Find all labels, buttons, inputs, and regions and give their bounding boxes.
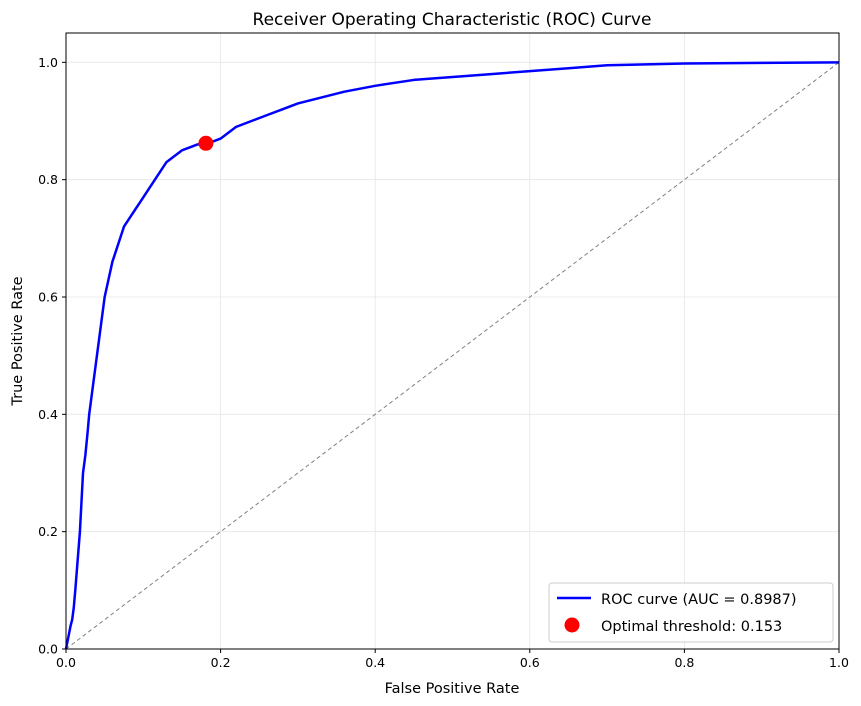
legend-optimal-swatch [564,617,580,633]
y-tick-label: 0.4 [38,407,58,422]
chart-title: Receiver Operating Characteristic (ROC) … [253,10,652,30]
x-tick-label: 0.6 [520,655,540,670]
y-tick-label: 0.0 [38,642,58,657]
y-tick-label: 0.6 [38,290,58,305]
x-tick-label: 0.2 [211,655,231,670]
legend-roc-label: ROC curve (AUC = 0.8987) [601,592,797,608]
x-axis-label: False Positive Rate [385,681,520,697]
y-tick-label: 1.0 [38,55,58,70]
x-tick-label: 0.8 [674,655,694,670]
marker-layer [198,135,214,151]
y-ticks: 0.0 0.2 0.4 0.6 0.8 1.0 [38,55,66,657]
series-layer [64,61,840,650]
x-tick-label: 0.4 [365,655,385,670]
legend: ROC curve (AUC = 0.8987) Optimal thresho… [548,582,834,643]
x-ticks: 0.0 0.2 0.4 0.6 0.8 1.0 [56,649,849,670]
legend-box [548,582,834,643]
legend-optimal-label: Optimal threshold: 0.153 [601,619,782,635]
y-tick-label: 0.2 [38,524,58,539]
x-tick-label: 0.0 [56,655,76,670]
chance-diagonal-line [65,61,840,650]
y-axis-label: True Positive Rate [10,276,26,406]
plot-frame [65,32,840,650]
grid-layer [65,33,840,650]
optimal-threshold-point [198,135,214,151]
y-tick-label: 0.8 [38,172,58,187]
x-tick-label: 1.0 [829,655,849,670]
roc-curve-line [64,61,840,650]
